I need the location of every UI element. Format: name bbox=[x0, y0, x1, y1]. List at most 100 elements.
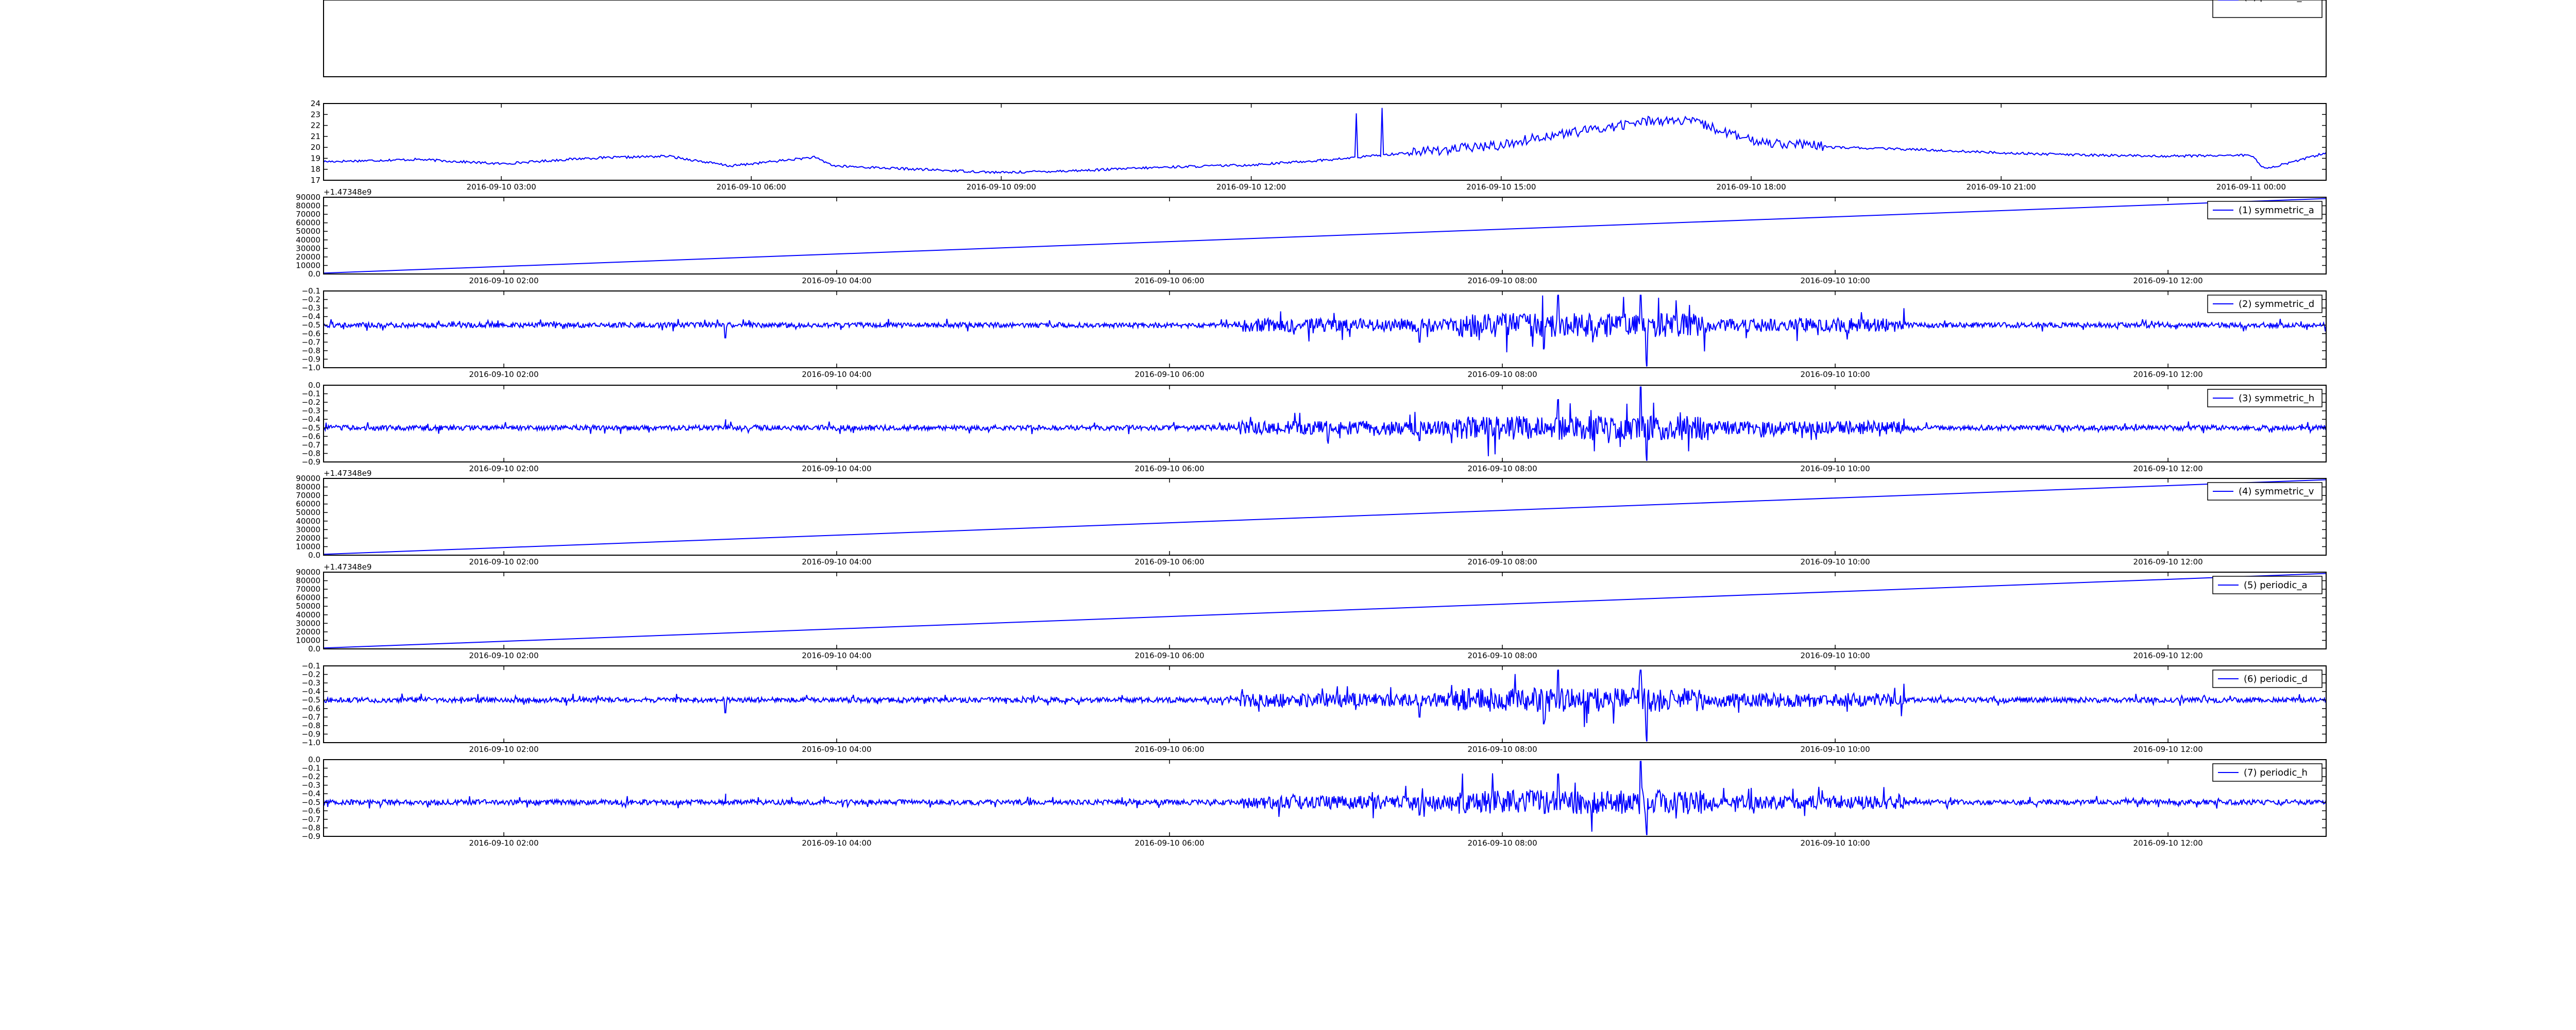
y-tick-label: −0.1 bbox=[302, 389, 320, 399]
y-tick-label: −0.7 bbox=[302, 815, 320, 824]
legend-label: (7) periodic_h bbox=[2244, 767, 2308, 778]
y-tick-label: 60000 bbox=[296, 593, 320, 603]
x-tick-label: 2016-09-10 12:00 bbox=[2133, 838, 2203, 848]
y-tick-label: 21 bbox=[311, 132, 320, 141]
y-tick-label: 20000 bbox=[296, 534, 320, 543]
axes-frame bbox=[323, 572, 2327, 649]
x-tick-label: 2016-09-10 06:00 bbox=[1134, 464, 1204, 473]
x-tick-label: 2016-09-10 06:00 bbox=[1134, 651, 1204, 660]
y-tick-label: 18 bbox=[311, 165, 320, 174]
y-tick-label: 10000 bbox=[296, 261, 320, 270]
y-tick-label: 80000 bbox=[296, 0, 320, 2]
y-tick-label: −0.6 bbox=[302, 704, 320, 713]
y-tick-label: 10000 bbox=[296, 636, 320, 645]
y-tick-label: −0.2 bbox=[302, 398, 320, 407]
y-tick-label: 90000 bbox=[296, 193, 320, 202]
y-tick-label: −0.2 bbox=[302, 670, 320, 679]
x-tick-label: 2016-09-10 18:00 bbox=[1716, 182, 1786, 192]
y-tick-label: 17 bbox=[311, 176, 320, 185]
x-tick-label: 2016-09-10 06:00 bbox=[1134, 370, 1204, 379]
legend-label: (3) symmetric_h bbox=[2239, 393, 2314, 404]
x-tick-label: 2016-09-10 12:00 bbox=[2133, 557, 2203, 566]
x-tick-label: 2016-09-10 06:00 bbox=[1134, 276, 1204, 285]
x-tick-label: 2016-09-10 03:00 bbox=[466, 182, 536, 192]
y-tick-label: 50000 bbox=[296, 602, 320, 611]
y-tick-label: −0.5 bbox=[302, 695, 320, 705]
x-tick-label: 2016-09-10 08:00 bbox=[1467, 464, 1537, 473]
y-tick-label: −0.7 bbox=[302, 712, 320, 722]
series-line-5 bbox=[324, 479, 2326, 555]
y-tick-label: 0.0 bbox=[308, 644, 320, 654]
y-tick-label: −0.5 bbox=[302, 320, 320, 330]
legend: (6) periodic_d bbox=[2212, 670, 2323, 688]
y-tick-label: −0.4 bbox=[302, 312, 320, 321]
x-tick-label: 2016-09-10 02:00 bbox=[469, 651, 538, 660]
y-tick-label: −0.7 bbox=[302, 337, 320, 347]
axes-frame bbox=[323, 103, 2327, 181]
x-tick-label: 2016-09-10 08:00 bbox=[1467, 557, 1537, 566]
x-tick-label: 2016-09-10 02:00 bbox=[469, 0, 538, 2]
axes-frame bbox=[323, 290, 2327, 368]
x-tick-label: 2016-09-10 04:00 bbox=[802, 0, 871, 2]
y-tick-label: 60000 bbox=[296, 218, 320, 228]
y-tick-label: 30000 bbox=[296, 0, 320, 2]
y-tick-label: 20 bbox=[311, 143, 320, 152]
x-tick-label: 2016-09-10 06:00 bbox=[1134, 557, 1204, 566]
legend-label: (4) symmetric_v bbox=[2239, 486, 2314, 497]
offset-text: +1.47348e9 bbox=[324, 187, 371, 197]
x-tick-label: 2016-09-10 10:00 bbox=[1801, 651, 1870, 660]
y-tick-label: 70000 bbox=[296, 0, 320, 2]
x-tick-label: 2016-09-10 15:00 bbox=[1466, 182, 1536, 192]
y-tick-label: 90000 bbox=[296, 0, 320, 2]
legend: (7) periodic_h bbox=[2212, 763, 2323, 782]
y-tick-label: −0.8 bbox=[302, 721, 320, 730]
y-tick-label: −0.5 bbox=[302, 423, 320, 433]
y-tick-label: 0.0 bbox=[308, 0, 320, 2]
x-tick-label: 2016-09-10 12:00 bbox=[2133, 370, 2203, 379]
y-tick-label: −0.3 bbox=[302, 303, 320, 313]
y-tick-label: −0.1 bbox=[302, 286, 320, 296]
y-tick-label: 23 bbox=[311, 110, 320, 119]
y-tick-label: 80000 bbox=[296, 201, 320, 211]
x-tick-label: 2016-09-10 06:00 bbox=[1134, 0, 1204, 2]
y-tick-label: −1.0 bbox=[302, 738, 320, 747]
x-tick-label: 2016-09-10 12:00 bbox=[1216, 182, 1286, 192]
x-tick-label: 2016-09-10 02:00 bbox=[469, 557, 538, 566]
y-tick-label: 30000 bbox=[296, 244, 320, 253]
y-tick-label: 80000 bbox=[296, 576, 320, 586]
y-tick-label: 60000 bbox=[296, 500, 320, 509]
x-tick-label: 2016-09-10 02:00 bbox=[469, 370, 538, 379]
y-tick-label: 40000 bbox=[296, 235, 320, 245]
x-tick-label: 2016-09-10 04:00 bbox=[802, 557, 871, 566]
x-tick-label: 2016-09-10 08:00 bbox=[1467, 0, 1537, 2]
y-tick-label: −0.9 bbox=[302, 832, 320, 841]
series-line-3 bbox=[324, 295, 2326, 367]
x-tick-label: 2016-09-10 12:00 bbox=[2133, 464, 2203, 473]
x-tick-label: 2016-09-10 10:00 bbox=[1801, 838, 1870, 848]
y-tick-label: −0.1 bbox=[302, 661, 320, 671]
x-tick-label: 2016-09-10 04:00 bbox=[802, 464, 871, 473]
y-tick-label: −0.6 bbox=[302, 432, 320, 441]
y-tick-label: 50000 bbox=[296, 227, 320, 236]
legend-label: (1) symmetric_a bbox=[2239, 205, 2314, 216]
subplot-9: 0.01000020000300004000050000600007000080… bbox=[296, 0, 2327, 77]
legend: (8) periodic_v bbox=[2212, 0, 2323, 18]
x-tick-label: 2016-09-10 02:00 bbox=[469, 745, 538, 754]
y-tick-label: −0.9 bbox=[302, 729, 320, 739]
x-tick-label: 2016-09-10 10:00 bbox=[1801, 0, 1870, 2]
y-tick-label: 0.0 bbox=[308, 269, 320, 279]
y-tick-label: 70000 bbox=[296, 491, 320, 500]
x-tick-label: 2016-09-10 12:00 bbox=[2133, 0, 2203, 2]
legend: (5) periodic_a bbox=[2212, 576, 2323, 594]
axes-frame bbox=[323, 0, 2327, 77]
y-tick-label: −0.3 bbox=[302, 781, 320, 790]
x-tick-label: 2016-09-10 06:00 bbox=[1134, 745, 1204, 754]
legend: (4) symmetric_v bbox=[2207, 482, 2323, 501]
series-line-6 bbox=[324, 573, 2326, 649]
axes-frame bbox=[323, 197, 2327, 274]
y-tick-label: 0.0 bbox=[308, 755, 320, 764]
x-tick-label: 2016-09-10 04:00 bbox=[802, 651, 871, 660]
legend-label: (5) periodic_a bbox=[2244, 580, 2308, 591]
x-tick-label: 2016-09-10 04:00 bbox=[802, 745, 871, 754]
y-tick-label: −0.1 bbox=[302, 764, 320, 773]
